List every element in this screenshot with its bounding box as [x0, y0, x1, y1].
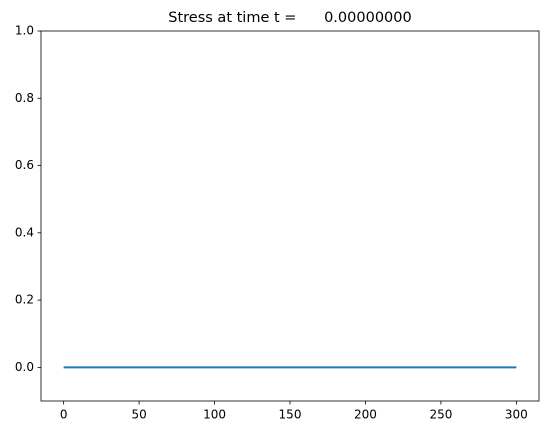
y-tick-label: 0.2 — [15, 293, 34, 307]
plot-frame — [40, 30, 540, 402]
x-tick-label: 250 — [429, 408, 452, 422]
y-tick-label: 0.0 — [15, 360, 34, 374]
x-tick-label: 0 — [60, 408, 68, 422]
chart-title: Stress at time t = 0.00000000 — [168, 10, 411, 26]
x-tick-label: 100 — [203, 408, 226, 422]
x-tick-label: 50 — [131, 408, 146, 422]
x-tick-label: 150 — [279, 408, 302, 422]
y-tick-label: 0.8 — [15, 91, 34, 105]
x-tick-label: 300 — [505, 408, 528, 422]
y-tick-label: 1.0 — [15, 24, 34, 38]
x-tick-label: 200 — [354, 408, 377, 422]
y-tick-label: 0.6 — [15, 158, 34, 172]
y-tick-label: 0.4 — [15, 225, 34, 239]
